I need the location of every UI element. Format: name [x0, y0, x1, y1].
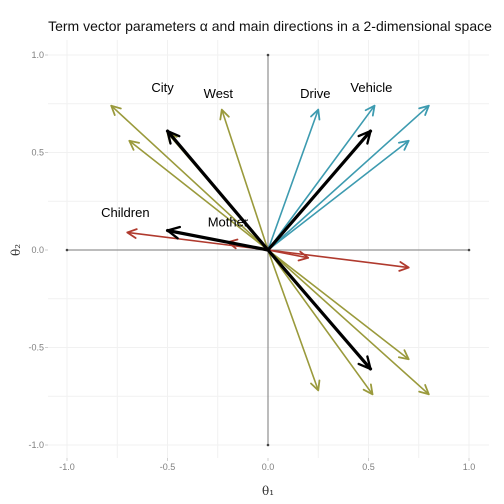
- term-vector-olive: [267, 249, 430, 396]
- term-vector-olive: [267, 249, 410, 361]
- term-label: City: [151, 80, 174, 95]
- term-vector-olive: [267, 249, 374, 396]
- main-direction-vector: [165, 225, 270, 252]
- y-axis-title: θ₂: [9, 244, 23, 256]
- term-vector-teal: [267, 139, 410, 251]
- axis-end-point: [65, 248, 69, 252]
- term-vector-teal: [267, 104, 376, 251]
- chart-title: Term vector parameters α and main direct…: [48, 18, 492, 34]
- x-tick-label: 0.0: [262, 462, 275, 472]
- term-vector-olive: [219, 108, 269, 251]
- term-vector-red: [267, 249, 410, 272]
- y-tick-label: -1.0: [28, 440, 44, 450]
- term-vector-red: [267, 249, 310, 262]
- term-label: Vehicle: [350, 80, 392, 95]
- term-label: Mother: [208, 215, 249, 230]
- axis-end-point: [467, 248, 471, 252]
- term-vector-teal: [267, 104, 430, 251]
- vectors: [110, 104, 430, 396]
- x-tick-label: 0.5: [362, 462, 375, 472]
- x-axis-title: θ₁: [262, 484, 274, 498]
- y-tick-label: 1.0: [31, 50, 44, 60]
- main-direction-vector: [266, 248, 373, 371]
- axis-end-point: [266, 443, 270, 447]
- term-vector-olive: [128, 139, 269, 251]
- axis-end-point: [266, 53, 270, 57]
- main-direction-vector: [165, 129, 270, 252]
- x-tick-label: -0.5: [160, 462, 176, 472]
- y-tick-label: 0.5: [31, 148, 44, 158]
- term-labels: City West Drive Vehicle Children Mother: [101, 80, 392, 230]
- y-tick-label: -0.5: [28, 343, 44, 353]
- y-tick-label: 0.0: [31, 245, 44, 255]
- term-vector-teal: [267, 108, 321, 251]
- main-direction-vector: [266, 129, 373, 252]
- term-label: West: [204, 86, 234, 101]
- x-tick-label: -1.0: [59, 462, 75, 472]
- term-label: Drive: [300, 86, 330, 101]
- term-vector-olive: [110, 104, 269, 251]
- axes: -1.0 -0.5 0.0 0.5 1.0 -1.0 -0.5 0.0 0.5 1.0: [28, 50, 475, 472]
- term-label: Children: [101, 205, 149, 220]
- term-vector-olive: [267, 249, 321, 392]
- x-tick-label: 1.0: [463, 462, 476, 472]
